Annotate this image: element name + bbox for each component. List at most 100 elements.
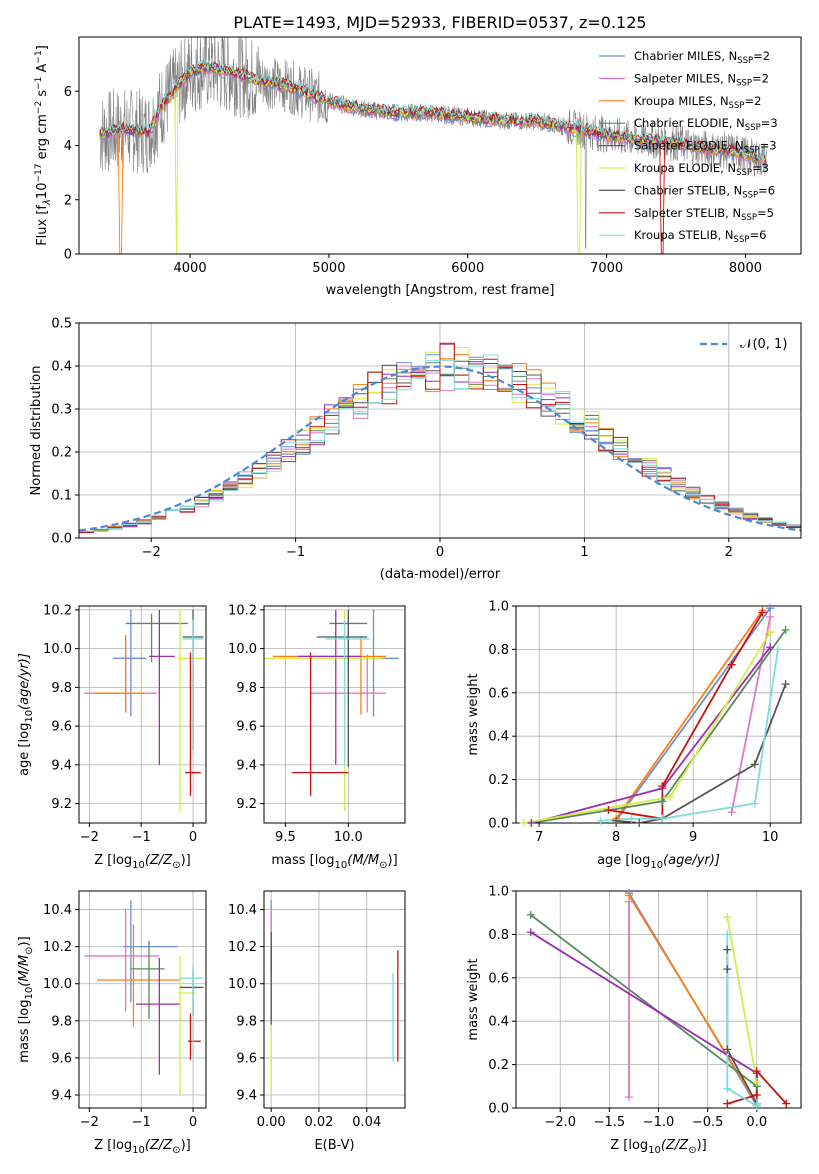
- y-tick-label: 0.0: [488, 817, 509, 832]
- x-tick-label: 8: [612, 830, 620, 845]
- model-spectrum-kr_stelib: [99, 59, 767, 161]
- plot-area: [523, 607, 787, 823]
- x-tick-label: 5000: [312, 261, 345, 276]
- weight-marker: [752, 1067, 761, 1076]
- weight-marker: [666, 792, 675, 801]
- y-tick-label: 9.8: [236, 1014, 257, 1029]
- y-tick-label: 6: [64, 85, 72, 100]
- legend-label: Kroupa ELODIE, NSSP=3: [634, 161, 769, 178]
- weight-marker: [526, 910, 535, 919]
- weight-marker: [727, 660, 736, 669]
- y-tick-label: 0.2: [488, 773, 509, 788]
- y-axis-label: mass weight: [466, 673, 481, 755]
- weight-marker: [658, 814, 667, 823]
- y-tick-label: 0.5: [51, 317, 72, 332]
- y-tick-label: 0.8: [488, 643, 509, 658]
- legend-label: Chabrier ELODIE, NSSP=3: [634, 116, 778, 133]
- x-axis-label: Z [log10(Z/Z⊙)]: [94, 1138, 190, 1156]
- y-axis-label: mass [log10(M/M⊙)]: [17, 936, 35, 1062]
- weight-marker: [612, 816, 621, 825]
- x-tick-label: 7000: [590, 261, 623, 276]
- y-tick-label: 10.2: [43, 940, 72, 955]
- x-tick-label: −1.0: [643, 1115, 675, 1130]
- panel-mass-vs-Z: −2 −1 0 9.4 9.6 9.8 10.0 10.2 10.4 Z [log10(Z/Z⊙)…: [17, 890, 207, 1156]
- y-tick-label: 9.4: [236, 758, 257, 773]
- y-tick-label: 9.4: [236, 1089, 257, 1104]
- legend-label: Kroupa STELIB, NSSP=6: [634, 228, 766, 245]
- y-tick-label: 9.6: [51, 1051, 72, 1066]
- weight-marker: [635, 819, 644, 827]
- y-tick-label: 1.0: [488, 885, 509, 900]
- data-spectrum-line: [99, 37, 767, 249]
- weight-marker: [625, 1093, 634, 1102]
- axes-frame: [78, 890, 207, 1109]
- x-tick-label: 2: [725, 545, 733, 560]
- weight-marker: [658, 797, 667, 806]
- x-tick-label: 0.0: [746, 1115, 767, 1130]
- x-tick-label: 0: [436, 545, 444, 560]
- y-tick-label: 10.0: [228, 642, 257, 657]
- y-tick-label: 0.6: [488, 971, 509, 986]
- gaussian-line: [79, 365, 801, 532]
- panel-spectrum: 4000 5000 6000 7000 8000 0 2 4 6 Chabrier MILES, …: [34, 36, 802, 298]
- y-tick-label: 10.0: [228, 977, 257, 992]
- weight-marker: [526, 928, 535, 937]
- weight-marker: [723, 1045, 732, 1054]
- x-tick-label: 7: [535, 830, 543, 845]
- panel-age-vs-mass: 9.5 10.0 9.2 9.4 9.6 9.8 10.0 10.2 mass [log10(M…: [228, 603, 406, 871]
- y-tick-label: 10.2: [228, 940, 257, 955]
- x-tick-label: 1: [580, 545, 588, 560]
- y-tick-label: 0.6: [488, 686, 509, 701]
- x-tick-label: −2: [80, 830, 99, 845]
- y-tick-label: 9.2: [236, 797, 257, 812]
- x-axis-label: (data-model)/error: [380, 567, 501, 582]
- axes-frame: [263, 890, 406, 1109]
- panel-residuals: −2 −1 0 1 2 0.0 0.1 0.2 0.3 0.4 0.5 𝒩(0, 1) (data-mo…: [29, 317, 802, 582]
- y-tick-label: 0.4: [488, 1015, 509, 1030]
- y-axis-label: Flux [fλ10−17 erg cm−2 s−1 A−1]: [34, 45, 53, 246]
- weight-marker: [750, 760, 759, 769]
- weight-marker: [658, 782, 667, 791]
- x-axis-label: age [log10(age/yr)]: [597, 853, 720, 871]
- panel-age-vs-Z: −2 −1 0 9.2 9.4 9.6 9.8 10.0 10.2 Z [log10(Z/Z⊙)]…: [17, 603, 207, 871]
- weight-line-sa_miles: [730, 616, 772, 813]
- weight-marker: [604, 805, 613, 814]
- y-tick-label: 0: [64, 248, 72, 263]
- y-tick-label: 0.4: [488, 730, 509, 745]
- y-axis-label: Normed distribution: [29, 366, 44, 496]
- legend-label: Salpeter STELIB, NSSP=5: [634, 206, 774, 223]
- weight-marker: [527, 819, 536, 827]
- weight-line-ch_stelib: [726, 949, 758, 1108]
- weight-marker: [723, 930, 732, 939]
- weight-marker: [723, 945, 732, 954]
- weight-marker: [766, 612, 775, 621]
- x-tick-label: −2: [80, 1115, 99, 1130]
- axes-frame: [78, 605, 207, 824]
- y-tick-label: 0.8: [488, 928, 509, 943]
- x-axis-label: Z [log10(Z/Z⊙)]: [610, 1138, 706, 1156]
- legend-label: 𝒩(0, 1): [740, 337, 787, 352]
- x-tick-label: −1: [132, 830, 151, 845]
- weight-marker: [773, 645, 782, 654]
- weight-line-kr_miles: [615, 609, 764, 820]
- y-tick-label: 9.4: [51, 1089, 72, 1104]
- weight-marker: [596, 816, 605, 825]
- x-tick-label: 0.02: [304, 1115, 333, 1130]
- y-tick-label: 9.6: [51, 720, 72, 735]
- y-tick-label: 9.8: [51, 1014, 72, 1029]
- weight-marker: [766, 643, 775, 652]
- x-tick-label: −1: [286, 545, 305, 560]
- x-tick-label: 4000: [174, 261, 207, 276]
- weight-marker: [758, 608, 767, 617]
- x-tick-label: −2: [142, 545, 161, 560]
- x-tick-label: 8000: [729, 261, 762, 276]
- y-tick-label: 2: [64, 193, 72, 208]
- x-tick-label: 6000: [451, 261, 484, 276]
- y-tick-label: 10.2: [43, 603, 72, 618]
- y-tick-label: 9.8: [51, 681, 72, 696]
- weight-line-kr_stelib: [600, 649, 779, 822]
- weight-marker: [752, 1090, 761, 1099]
- plot-area: [270, 900, 399, 1096]
- weight-line-kr_miles: [628, 894, 758, 1105]
